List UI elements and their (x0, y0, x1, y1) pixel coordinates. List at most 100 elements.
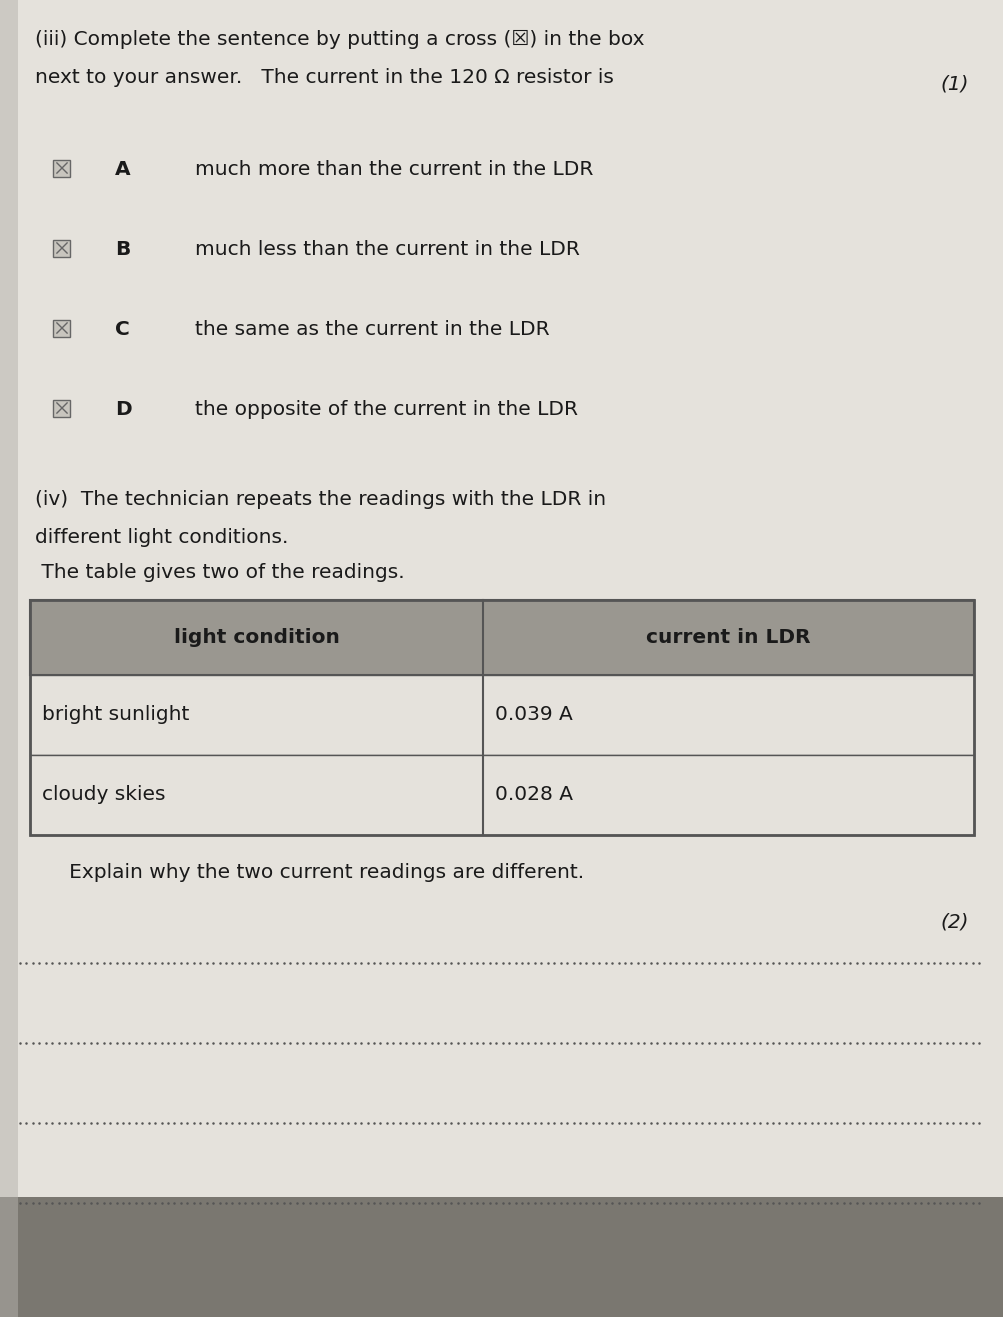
Point (430, 1192, 446, 1213)
Point (944, 1113, 960, 1134)
Point (455, 1192, 471, 1213)
Bar (53, 240, 70, 257)
Point (527, 1113, 543, 1134)
Point (552, 952, 568, 973)
Point (180, 1113, 196, 1134)
Point (565, 1113, 581, 1134)
Point (738, 1192, 754, 1213)
Point (102, 1033, 118, 1054)
Point (559, 952, 575, 973)
Point (932, 1192, 948, 1213)
Point (82, 952, 98, 973)
Point (231, 952, 247, 973)
Point (674, 1113, 690, 1134)
Point (327, 1192, 343, 1213)
Point (964, 1113, 980, 1134)
Point (944, 1192, 960, 1213)
Point (237, 952, 253, 973)
Point (218, 1192, 234, 1213)
Point (12, 1113, 28, 1134)
Point (834, 1113, 851, 1134)
Bar (53, 320, 70, 337)
Point (308, 952, 324, 973)
Point (38, 952, 54, 973)
Point (205, 1192, 221, 1213)
Point (38, 1192, 54, 1213)
Point (572, 952, 588, 973)
Point (783, 952, 799, 973)
Point (269, 1033, 285, 1054)
Point (250, 1192, 266, 1213)
Text: the opposite of the current in the LDR: the opposite of the current in the LDR (195, 400, 578, 419)
Point (796, 1033, 812, 1054)
Point (706, 952, 722, 973)
Point (533, 952, 549, 973)
Point (944, 952, 960, 973)
Point (970, 1113, 986, 1134)
Point (82, 1192, 98, 1213)
Point (455, 1033, 471, 1054)
Point (919, 1033, 935, 1054)
Point (610, 1033, 626, 1054)
Point (134, 1033, 150, 1054)
Point (76, 1192, 92, 1213)
Point (327, 952, 343, 973)
Point (372, 952, 388, 973)
Point (140, 1033, 156, 1054)
Point (57, 1033, 73, 1054)
Point (642, 1113, 658, 1134)
Point (173, 952, 189, 973)
Point (487, 952, 504, 973)
Point (693, 1033, 709, 1054)
Point (276, 952, 292, 973)
Point (758, 952, 774, 973)
Point (442, 1113, 458, 1134)
Point (822, 952, 839, 973)
Point (366, 952, 382, 973)
Point (455, 952, 471, 973)
Point (12, 1033, 28, 1054)
Text: (iv)  The technician repeats the readings with the LDR in: (iv) The technician repeats the readings… (35, 490, 606, 508)
Point (623, 1113, 639, 1134)
Point (834, 1033, 851, 1054)
Point (295, 952, 311, 973)
Point (919, 1192, 935, 1213)
Point (166, 1113, 183, 1134)
Point (423, 1033, 439, 1054)
Point (114, 1113, 130, 1134)
Point (398, 952, 414, 973)
Point (449, 1192, 465, 1213)
Point (893, 1192, 909, 1213)
Point (790, 952, 806, 973)
Point (333, 1113, 349, 1134)
Point (417, 952, 433, 973)
Text: different light conditions.: different light conditions. (35, 528, 288, 547)
Point (398, 1033, 414, 1054)
Point (783, 1033, 799, 1054)
Point (661, 1192, 677, 1213)
Point (147, 1033, 163, 1054)
Point (668, 1192, 684, 1213)
Point (604, 1033, 620, 1054)
Text: (iii) Complete the sentence by putting a cross (☒) in the box: (iii) Complete the sentence by putting a… (35, 30, 644, 49)
Text: cloudy skies: cloudy skies (42, 785, 165, 805)
Point (63, 1113, 79, 1134)
Point (906, 952, 922, 973)
Point (732, 1033, 748, 1054)
Point (693, 952, 709, 973)
Point (269, 1192, 285, 1213)
Point (565, 1033, 581, 1054)
Point (186, 952, 202, 973)
Point (192, 1192, 208, 1213)
Point (861, 1113, 877, 1134)
Point (533, 1033, 549, 1054)
Point (410, 1033, 426, 1054)
Point (848, 952, 864, 973)
Point (796, 952, 812, 973)
Text: bright sunlight: bright sunlight (42, 706, 190, 724)
Point (282, 1113, 298, 1134)
Point (276, 1113, 292, 1134)
Point (668, 1033, 684, 1054)
Point (636, 1192, 652, 1213)
Point (668, 1113, 684, 1134)
